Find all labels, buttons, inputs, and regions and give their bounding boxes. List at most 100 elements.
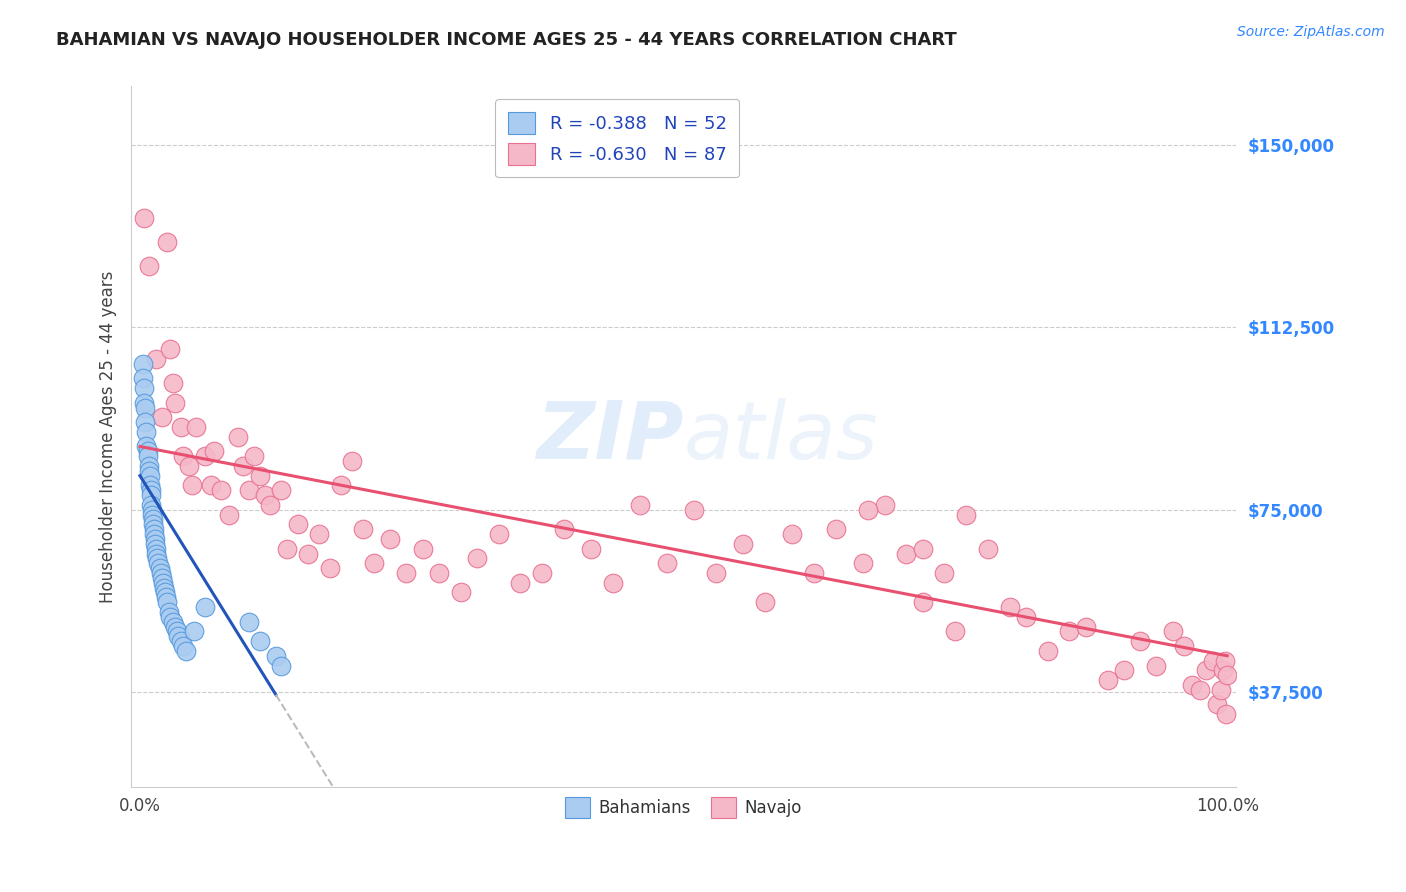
- Point: [896, 547, 918, 561]
- Point: [146, 551, 169, 566]
- Point: [145, 547, 167, 561]
- Point: [156, 235, 179, 249]
- Point: [297, 547, 319, 561]
- Point: [249, 468, 271, 483]
- Point: [134, 401, 156, 415]
- Point: [138, 464, 160, 478]
- Point: [330, 478, 353, 492]
- Point: [218, 508, 240, 522]
- Point: [148, 557, 170, 571]
- Point: [308, 527, 330, 541]
- Point: [1173, 639, 1195, 653]
- Point: [911, 541, 934, 556]
- Point: [157, 605, 180, 619]
- Point: [150, 571, 173, 585]
- Point: [1097, 673, 1119, 687]
- Point: [259, 498, 281, 512]
- Point: [200, 478, 222, 492]
- Point: [657, 557, 679, 571]
- Point: [1181, 678, 1204, 692]
- Point: [149, 566, 172, 580]
- Point: [873, 498, 896, 512]
- Point: [174, 644, 197, 658]
- Point: [162, 376, 184, 391]
- Point: [153, 581, 176, 595]
- Point: [211, 483, 233, 498]
- Point: [143, 527, 166, 541]
- Point: [683, 502, 706, 516]
- Point: [852, 557, 875, 571]
- Point: [858, 502, 880, 516]
- Point: [1209, 682, 1232, 697]
- Point: [159, 342, 181, 356]
- Point: [163, 619, 186, 633]
- Point: [232, 458, 254, 473]
- Point: [264, 648, 287, 663]
- Point: [194, 600, 217, 615]
- Point: [1215, 707, 1237, 722]
- Point: [628, 498, 651, 512]
- Point: [1213, 654, 1236, 668]
- Point: [934, 566, 956, 580]
- Point: [1212, 664, 1234, 678]
- Point: [142, 517, 165, 532]
- Point: [1161, 624, 1184, 639]
- Point: [139, 483, 162, 498]
- Point: [141, 502, 163, 516]
- Point: [139, 488, 162, 502]
- Point: [803, 566, 825, 580]
- Point: [1202, 654, 1225, 668]
- Point: [1129, 634, 1152, 648]
- Point: [352, 522, 374, 536]
- Point: [159, 610, 181, 624]
- Text: atlas: atlas: [683, 398, 879, 475]
- Point: [139, 498, 162, 512]
- Point: [780, 527, 803, 541]
- Point: [155, 591, 177, 605]
- Point: [138, 468, 160, 483]
- Point: [152, 575, 174, 590]
- Point: [465, 551, 488, 566]
- Point: [202, 444, 225, 458]
- Point: [1015, 610, 1038, 624]
- Point: [170, 420, 193, 434]
- Point: [450, 585, 472, 599]
- Point: [531, 566, 554, 580]
- Point: [378, 532, 401, 546]
- Point: [1059, 624, 1081, 639]
- Point: [145, 541, 167, 556]
- Point: [150, 410, 173, 425]
- Point: [270, 483, 292, 498]
- Point: [363, 557, 385, 571]
- Point: [553, 522, 575, 536]
- Point: [135, 425, 157, 439]
- Point: [143, 532, 166, 546]
- Point: [143, 522, 166, 536]
- Point: [238, 483, 260, 498]
- Y-axis label: Householder Income Ages 25 - 44 years: Householder Income Ages 25 - 44 years: [100, 270, 117, 603]
- Point: [135, 440, 157, 454]
- Point: [911, 595, 934, 609]
- Point: [733, 537, 755, 551]
- Point: [427, 566, 450, 580]
- Point: [143, 537, 166, 551]
- Point: [162, 615, 184, 629]
- Point: [134, 381, 156, 395]
- Point: [602, 575, 624, 590]
- Point: [579, 541, 602, 556]
- Legend: Bahamians, Navajo: Bahamians, Navajo: [558, 790, 808, 824]
- Point: [134, 395, 156, 409]
- Point: [412, 541, 434, 556]
- Point: [163, 395, 186, 409]
- Point: [704, 566, 727, 580]
- Point: [183, 624, 205, 639]
- Point: [1188, 682, 1211, 697]
- Text: BAHAMIAN VS NAVAJO HOUSEHOLDER INCOME AGES 25 - 44 YEARS CORRELATION CHART: BAHAMIAN VS NAVAJO HOUSEHOLDER INCOME AG…: [56, 31, 957, 49]
- Point: [238, 615, 260, 629]
- Point: [319, 561, 342, 575]
- Point: [943, 624, 966, 639]
- Point: [186, 420, 208, 434]
- Point: [145, 351, 167, 366]
- Point: [167, 629, 190, 643]
- Point: [1195, 664, 1218, 678]
